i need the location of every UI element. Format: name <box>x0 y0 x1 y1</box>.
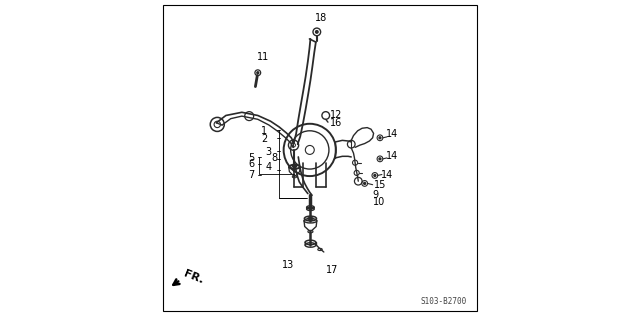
Text: 2: 2 <box>261 134 268 144</box>
Text: 6: 6 <box>248 159 255 169</box>
Circle shape <box>379 137 381 139</box>
Text: 3: 3 <box>265 147 271 157</box>
Text: 14: 14 <box>381 170 393 181</box>
Text: 15: 15 <box>374 180 386 190</box>
Text: 12: 12 <box>330 110 342 120</box>
Text: 18: 18 <box>314 12 327 23</box>
Circle shape <box>316 31 318 33</box>
Text: 5: 5 <box>248 153 255 163</box>
Text: S103-B2700: S103-B2700 <box>420 297 467 306</box>
Text: 7: 7 <box>248 170 255 181</box>
Text: 13: 13 <box>282 260 294 270</box>
Text: 8: 8 <box>272 153 278 163</box>
Circle shape <box>379 158 381 160</box>
Text: FR.: FR. <box>182 269 205 286</box>
Text: 11: 11 <box>257 52 269 63</box>
Circle shape <box>364 182 365 184</box>
Circle shape <box>257 72 259 74</box>
Circle shape <box>374 174 376 176</box>
Text: 10: 10 <box>372 197 385 207</box>
Text: 17: 17 <box>326 264 339 275</box>
Text: 9: 9 <box>372 189 379 200</box>
Text: 1: 1 <box>261 126 268 136</box>
Text: 4: 4 <box>265 162 271 173</box>
Text: 14: 14 <box>387 129 399 139</box>
Text: 14: 14 <box>387 151 399 161</box>
Text: 16: 16 <box>330 118 342 128</box>
